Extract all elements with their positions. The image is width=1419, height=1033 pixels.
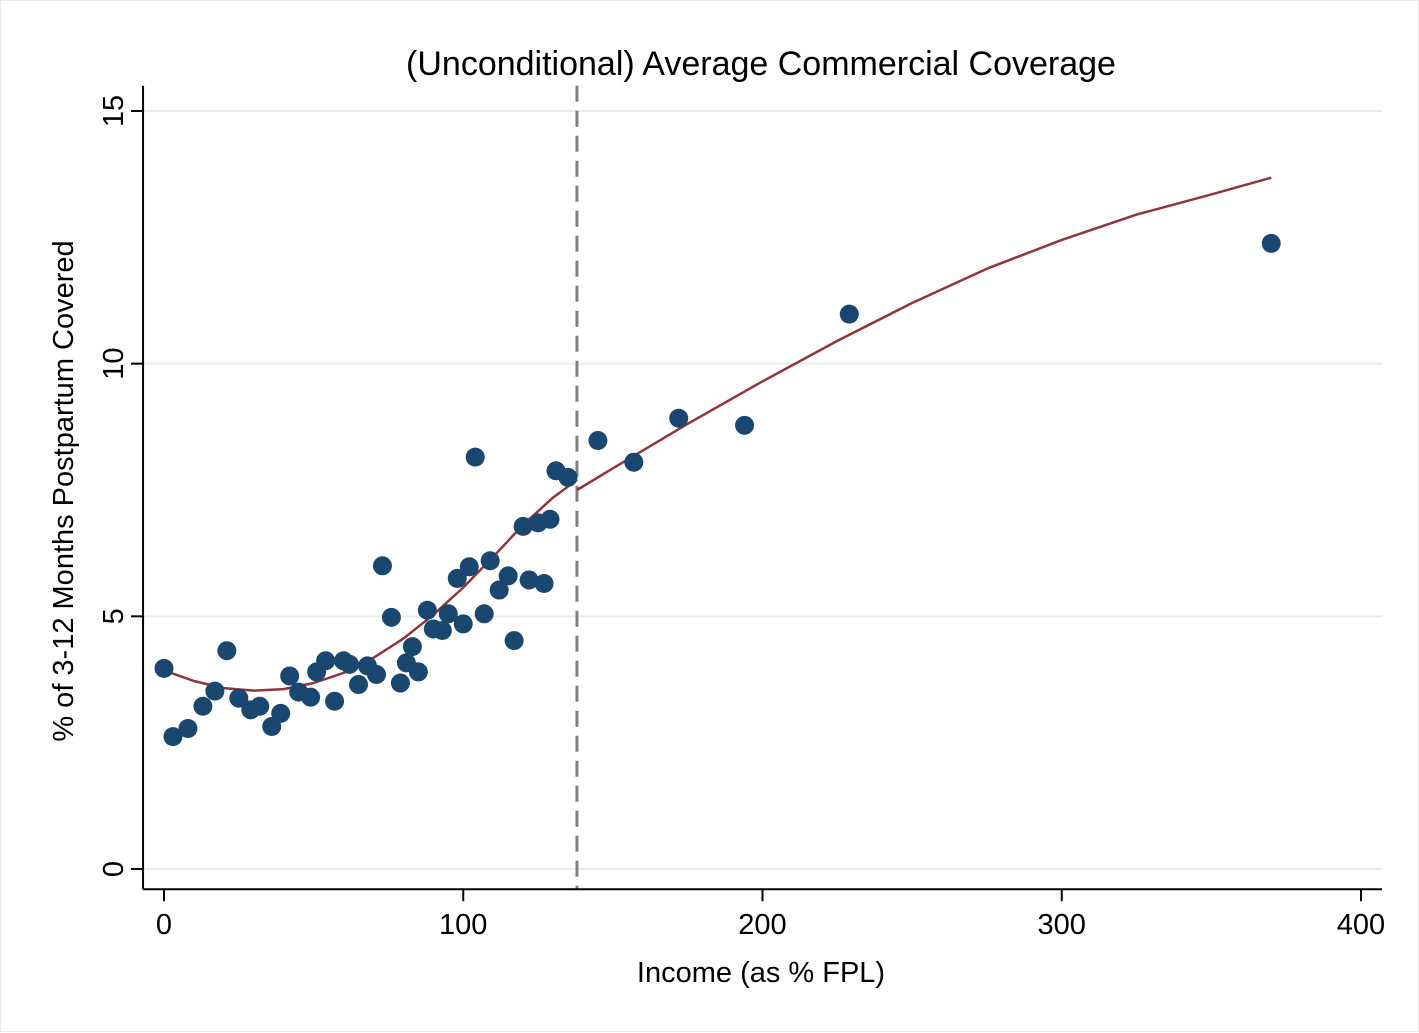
y-tick-label: 10 xyxy=(98,348,130,380)
data-point xyxy=(390,673,410,693)
data-point xyxy=(438,604,458,624)
data-point xyxy=(540,509,560,529)
data-point xyxy=(178,719,198,739)
data-point xyxy=(154,658,174,678)
data-point xyxy=(280,666,300,686)
data-point xyxy=(325,691,345,711)
fit-line-right xyxy=(576,176,1272,492)
y-tick-label: 15 xyxy=(98,95,130,127)
data-point xyxy=(250,696,270,716)
data-point xyxy=(558,467,578,487)
axis-layer: 0 5 10 15 0 100 200 300 400 xyxy=(98,85,1385,941)
data-point xyxy=(316,651,336,671)
data-point xyxy=(447,568,467,588)
data-point xyxy=(205,681,225,701)
x-axis-title: Income (as % FPL) xyxy=(637,957,885,989)
data-point xyxy=(1261,233,1281,253)
y-tick-label: 5 xyxy=(98,608,130,624)
data-point xyxy=(381,607,401,627)
data-point xyxy=(340,654,360,674)
data-point xyxy=(402,637,422,657)
x-tick-label: 100 xyxy=(439,909,487,941)
fit-line-left xyxy=(163,478,578,692)
chart-title: (Unconditional) Average Commercial Cover… xyxy=(406,45,1116,83)
x-tick-label: 200 xyxy=(738,909,786,941)
data-point xyxy=(366,664,386,684)
y-axis-title: % of 3-12 Months Postpartum Covered xyxy=(48,240,80,741)
data-point xyxy=(465,447,485,467)
data-point xyxy=(229,688,249,708)
data-point xyxy=(271,703,291,723)
x-tick-label: 400 xyxy=(1337,909,1385,941)
data-point xyxy=(480,551,500,571)
data-point xyxy=(453,614,473,634)
fit-layer xyxy=(163,176,1272,692)
data-point xyxy=(504,631,524,651)
y-tick-label: 0 xyxy=(98,861,130,877)
x-tick-label: 0 xyxy=(156,909,172,941)
data-point xyxy=(839,304,859,324)
data-point xyxy=(498,566,518,586)
data-point xyxy=(163,727,183,747)
data-point xyxy=(669,408,689,428)
data-point xyxy=(534,573,554,593)
data-point xyxy=(513,516,533,536)
data-point xyxy=(519,570,539,590)
data-point xyxy=(408,662,428,682)
data-point xyxy=(735,415,755,435)
data-point xyxy=(474,604,494,624)
data-point xyxy=(489,580,509,600)
data-point xyxy=(217,641,237,661)
data-point xyxy=(349,675,369,695)
point-layer xyxy=(154,233,1281,747)
data-point xyxy=(417,600,437,620)
x-tick-label: 300 xyxy=(1038,909,1086,941)
data-point xyxy=(624,452,644,472)
data-point xyxy=(193,696,213,716)
data-point xyxy=(459,557,479,577)
data-point xyxy=(372,556,392,576)
grid-layer xyxy=(143,110,1382,870)
data-point xyxy=(588,430,608,450)
data-point xyxy=(432,620,452,640)
data-point xyxy=(301,687,321,707)
